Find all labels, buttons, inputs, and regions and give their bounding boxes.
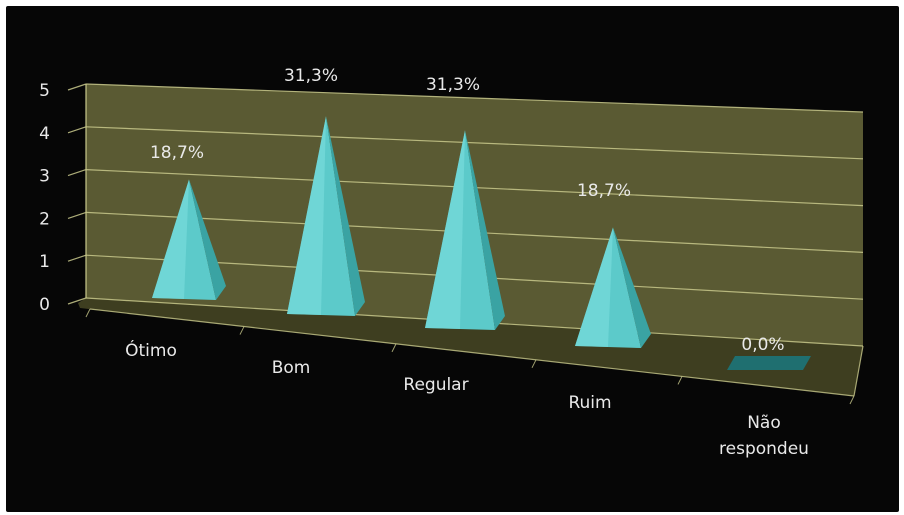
pyramid-side-face xyxy=(613,227,651,348)
pyramid-zero-base xyxy=(727,356,811,370)
chart-frame: 0 1 2 3 4 5 Ótimo Bom Regular Ruim Não respondeu 1… xyxy=(6,6,899,512)
gridline-depth xyxy=(67,211,87,219)
data-label: 31,3% xyxy=(284,66,338,86)
pyramid-chart: 0 1 2 3 4 5 Ótimo Bom Regular Ruim Não respondeu 1… xyxy=(39,66,864,459)
gridline-depth xyxy=(67,297,87,305)
x-tick-mark xyxy=(677,376,683,385)
pyramid-regular xyxy=(425,130,505,330)
gridline-depth xyxy=(67,254,87,262)
category-label: Regular xyxy=(403,375,468,395)
gridline xyxy=(85,126,864,160)
data-label: 31,3% xyxy=(426,75,480,95)
gridline-depth xyxy=(67,169,87,177)
pyramid-highlight xyxy=(425,130,465,329)
category-label: Não xyxy=(747,413,781,433)
pyramid-highlight xyxy=(152,179,189,299)
pyramid-não-respondeu xyxy=(727,356,811,370)
data-label: 0,0% xyxy=(741,335,784,355)
data-label: 18,7% xyxy=(150,143,204,163)
y-tick-label: 2 xyxy=(39,209,50,229)
pyramid-ótimo xyxy=(152,179,226,300)
pyramid-bom xyxy=(287,116,365,316)
y-tick-label: 3 xyxy=(39,167,50,187)
x-tick-mark xyxy=(85,308,91,318)
floor xyxy=(78,298,863,396)
pyramid-side-face xyxy=(189,179,226,300)
x-tick-mark xyxy=(239,326,245,335)
y-tick-label: 5 xyxy=(39,81,50,101)
gridline xyxy=(85,83,864,113)
category-label: Bom xyxy=(272,358,311,378)
x-tick-mark xyxy=(849,395,855,405)
pyramid-ruim xyxy=(575,227,651,348)
pyramid-side-face xyxy=(465,130,505,330)
category-label: Ruim xyxy=(568,393,611,413)
y-tick-label: 0 xyxy=(39,295,50,315)
y-axis-ticks: 0 1 2 3 4 5 xyxy=(39,81,50,315)
data-labels: 18,7% 31,3% 31,3% 18,7% 0,0% xyxy=(150,66,785,355)
floor-right-edge xyxy=(853,345,864,397)
data-label: 18,7% xyxy=(577,181,631,201)
pyramid-highlight xyxy=(575,227,613,347)
category-label: respondeu xyxy=(719,439,809,459)
pyramid-highlight xyxy=(287,116,326,315)
gridline-depth xyxy=(67,126,87,134)
gridline-depth xyxy=(67,83,87,91)
y-tick-label: 4 xyxy=(39,124,50,144)
y-tick-label: 1 xyxy=(39,252,50,272)
x-tick-mark xyxy=(531,359,537,369)
pyramid-marks xyxy=(152,116,811,370)
pyramid-side-face xyxy=(326,116,365,316)
category-labels: Ótimo Bom Regular Ruim Não respondeu xyxy=(125,339,809,459)
floor-front-edge xyxy=(89,308,855,397)
category-label: Ótimo xyxy=(125,339,177,361)
x-tick-mark xyxy=(391,343,397,353)
